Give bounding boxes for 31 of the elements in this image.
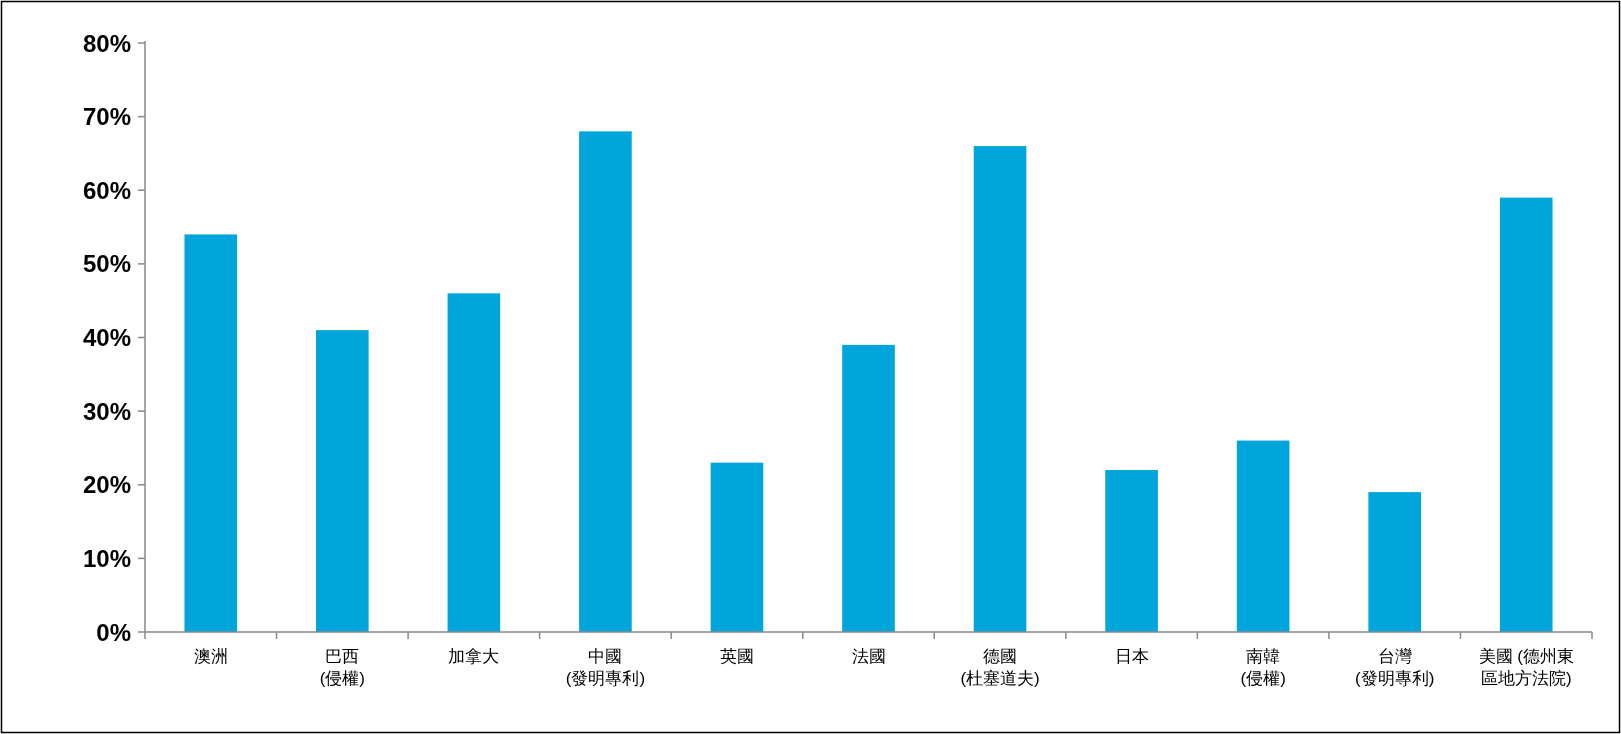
bar <box>447 293 501 632</box>
bar <box>184 234 238 632</box>
x-tick-label: 英國 <box>719 647 754 666</box>
y-tick-label: 40% <box>82 324 131 351</box>
y-tick-label: 0% <box>96 618 131 646</box>
y-tick-label: 80% <box>82 29 131 57</box>
x-tick-label: 巴西(侵權) <box>319 647 365 688</box>
y-tick-label: 50% <box>82 250 131 278</box>
bar <box>842 344 895 632</box>
bar <box>1105 470 1158 632</box>
x-tick-label: 加拿大 <box>448 647 500 666</box>
bar <box>1236 440 1290 632</box>
x-tick-label: 澳洲 <box>193 647 228 666</box>
bar <box>1368 492 1421 632</box>
bar <box>316 330 369 632</box>
x-tick-label: 台灣(發明專利) <box>1355 647 1435 688</box>
x-tick-label: 法國 <box>851 647 886 666</box>
bar <box>579 131 632 632</box>
x-tick-label: 南韓(侵權) <box>1240 647 1286 688</box>
x-tick-label: 美國 (德州東區地方法院) <box>1478 647 1574 688</box>
x-tick-label: 德國(杜塞道夫) <box>960 647 1040 688</box>
bar <box>973 146 1027 632</box>
y-tick-label: 70% <box>82 103 131 131</box>
x-tick-label: 日本 <box>1114 647 1149 666</box>
bar <box>710 462 764 632</box>
y-tick-label: 60% <box>82 176 131 204</box>
bar <box>1499 197 1553 632</box>
y-tick-label: 20% <box>82 471 131 499</box>
x-tick-label: 中國(發明專利) <box>565 647 646 688</box>
y-tick-label: 30% <box>82 397 131 425</box>
y-tick-label: 10% <box>82 544 131 572</box>
